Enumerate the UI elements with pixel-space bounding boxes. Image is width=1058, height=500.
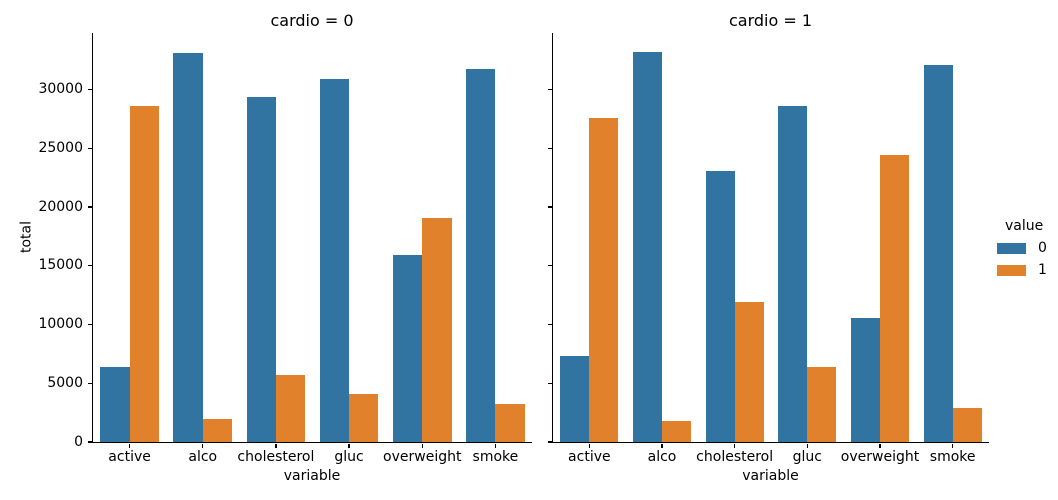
y-tick <box>547 206 552 208</box>
y-tick <box>87 206 92 208</box>
bar-alco-value1 <box>662 420 692 442</box>
y-tick-label-15000: 15000 <box>38 257 83 274</box>
legend-entry-0: 0 <box>997 241 1047 255</box>
bar-overweight-value0 <box>392 255 423 442</box>
bar-active-value0 <box>560 355 590 442</box>
y-tick-label-30000: 30000 <box>38 81 83 98</box>
y-tick <box>87 382 92 384</box>
y-tick <box>87 265 92 267</box>
legend-swatch-0 <box>997 242 1026 254</box>
bar-active-value1 <box>129 105 159 442</box>
facet-title: cardio = 0 <box>270 11 354 30</box>
facet-title: cardio = 1 <box>728 11 813 30</box>
legend-entry-1: 1 <box>997 263 1047 277</box>
x-tick-label-active: active <box>568 449 611 465</box>
x-tick <box>734 443 736 448</box>
x-tick-label-gluc: gluc <box>334 449 364 465</box>
bar-gluc-value1 <box>349 393 379 442</box>
y-tick <box>547 441 552 443</box>
x-tick-label-alco: alco <box>188 449 218 465</box>
bar-smoke-value1 <box>495 403 525 442</box>
bar-overweight-value1 <box>880 154 910 442</box>
bar-gluc-value0 <box>319 79 350 442</box>
x-tick <box>275 443 277 448</box>
y-tick <box>547 265 552 267</box>
x-tick <box>202 443 204 448</box>
x-tick <box>588 443 590 448</box>
y-tick-label-25000: 25000 <box>38 139 83 156</box>
x-tick-label-smoke: smoke <box>472 449 519 465</box>
bar-smoke-value0 <box>923 65 953 442</box>
plot-area: active alco cholesterol gluc overweight smoke <box>547 33 989 465</box>
legend-title: value <box>1005 218 1044 234</box>
x-tick <box>952 443 954 448</box>
x-tick <box>806 443 808 448</box>
y-tick <box>87 323 92 326</box>
x-tick <box>661 443 663 448</box>
x-tick <box>348 443 350 448</box>
legend-swatch-1 <box>997 264 1026 276</box>
y-tick <box>547 382 552 384</box>
x-tick-label-overweight: overweight <box>383 449 462 465</box>
bar-alco-value1 <box>202 419 233 442</box>
x-tick-label-alco: alco <box>647 449 677 465</box>
bar-alco-value0 <box>173 53 203 442</box>
x-tick <box>421 443 423 448</box>
bar-smoke-value1 <box>952 407 982 442</box>
legend-label-0: 0 <box>1038 240 1047 256</box>
x-tick <box>879 443 881 448</box>
x-tick-label-cholesterol: cholesterol <box>696 449 774 465</box>
x-axis-label: variable <box>283 468 341 484</box>
legend-label-1: 1 <box>1038 262 1047 278</box>
bar-active-value1 <box>589 117 619 442</box>
y-tick <box>547 147 552 149</box>
bar-overweight-value0 <box>850 318 880 442</box>
y-tick <box>547 323 552 326</box>
bar-gluc-value0 <box>778 106 808 442</box>
bar-alco-value0 <box>632 52 662 442</box>
y-tick <box>87 441 92 443</box>
x-tick <box>494 443 496 448</box>
bar-cholesterol-value0 <box>705 171 735 442</box>
x-tick-label-active: active <box>108 449 151 465</box>
plot-area: active alco cholesterol gluc overweight smoke… <box>38 33 532 465</box>
x-tick <box>128 443 131 448</box>
facet-cardio-0: cardio = 0 active alco cholesterol gluc over… <box>38 0 532 500</box>
bar-gluc-value1 <box>807 366 837 442</box>
facet-cardio-1: cardio = 1 active alco cholesterol gluc over… <box>547 0 989 500</box>
y-tick <box>87 88 92 91</box>
bar-cholesterol-value1 <box>734 301 764 442</box>
legend: value 0 1 <box>997 218 1047 285</box>
bar-cholesterol-value0 <box>246 97 276 442</box>
x-tick-label-gluc: gluc <box>792 449 823 465</box>
y-tick-label-20000: 20000 <box>38 198 83 215</box>
y-tick <box>547 88 552 91</box>
y-tick-label-5000: 5000 <box>47 374 83 391</box>
bar-smoke-value0 <box>466 68 496 442</box>
x-tick-label-smoke: smoke <box>929 449 976 465</box>
y-axis-label: total <box>18 220 35 254</box>
y-tick-label-10000: 10000 <box>38 316 83 333</box>
y-tick <box>87 147 92 149</box>
x-axis-label: variable <box>742 468 799 484</box>
bar-overweight-value1 <box>422 217 452 442</box>
y-tick-label-0: 0 <box>74 433 83 450</box>
x-tick-label-cholesterol: cholesterol <box>237 449 315 465</box>
bar-cholesterol-value1 <box>275 375 306 442</box>
bar-active-value0 <box>100 367 130 442</box>
x-tick-label-overweight: overweight <box>840 449 920 465</box>
